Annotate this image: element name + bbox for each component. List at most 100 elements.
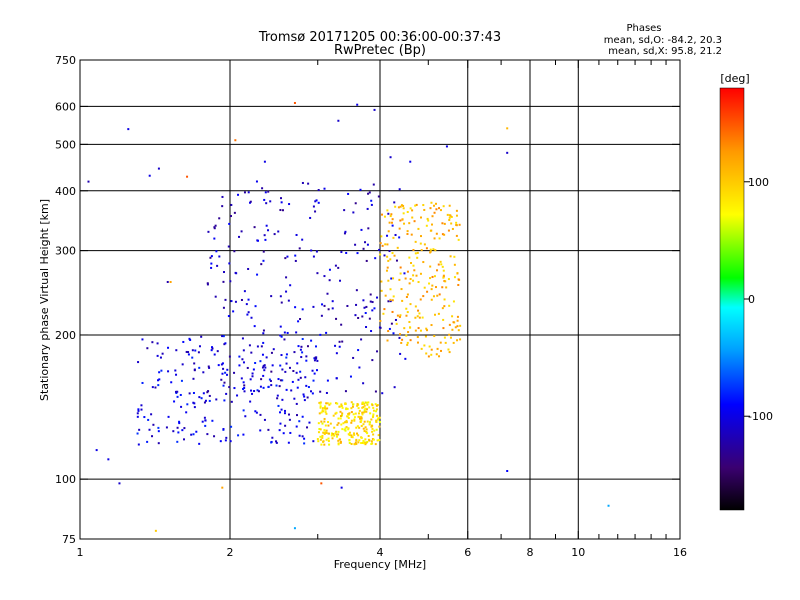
data-point	[389, 156, 392, 159]
data-point	[372, 438, 375, 441]
data-point	[448, 218, 451, 221]
y-tick-label: 600	[55, 100, 76, 113]
data-point	[224, 371, 227, 374]
data-point	[337, 442, 340, 445]
y-axis-label: Stationary phase Virtual Height [km]	[38, 199, 51, 401]
data-point	[250, 389, 253, 392]
data-point	[192, 391, 195, 394]
data-point	[160, 369, 163, 372]
data-point	[360, 338, 363, 341]
x-tick-label: 1	[77, 546, 84, 559]
data-point	[186, 403, 189, 406]
data-point	[346, 415, 349, 418]
data-point	[225, 436, 228, 439]
x-tick-label: 6	[464, 546, 471, 559]
data-point	[364, 426, 367, 429]
data-point	[431, 284, 434, 287]
data-point	[221, 486, 224, 489]
data-point	[283, 409, 286, 412]
data-point	[404, 277, 407, 280]
data-point	[334, 264, 337, 267]
data-point	[340, 486, 343, 489]
data-point	[225, 392, 228, 395]
data-point	[399, 314, 402, 317]
x-tick-label: 4	[377, 546, 384, 559]
data-point	[409, 207, 412, 210]
data-point	[300, 356, 303, 359]
data-point	[387, 279, 390, 282]
data-point	[276, 394, 279, 397]
data-point	[156, 342, 159, 345]
data-point	[222, 280, 225, 283]
data-point	[425, 327, 428, 330]
data-point	[247, 298, 250, 301]
data-point	[311, 392, 314, 395]
data-point	[441, 222, 444, 225]
data-point	[401, 338, 404, 341]
data-point	[394, 318, 397, 321]
data-point	[249, 378, 252, 381]
data-point	[443, 336, 446, 339]
data-point	[380, 280, 383, 283]
data-point	[283, 331, 286, 334]
data-point	[344, 230, 347, 233]
data-point	[392, 295, 395, 298]
data-point	[146, 347, 149, 350]
data-point	[87, 180, 90, 183]
data-point	[233, 211, 236, 214]
data-point	[301, 435, 304, 438]
data-point	[396, 246, 399, 249]
data-point	[434, 313, 437, 316]
data-point	[216, 350, 219, 353]
data-point	[202, 371, 205, 374]
data-point	[388, 221, 391, 224]
data-point	[192, 433, 195, 436]
data-point	[183, 438, 186, 441]
data-point	[420, 249, 423, 252]
data-point	[370, 199, 373, 202]
data-point	[414, 204, 417, 207]
data-point	[436, 294, 439, 297]
data-point	[422, 204, 425, 207]
data-point	[360, 442, 363, 445]
data-point	[390, 221, 393, 224]
data-point	[254, 362, 257, 365]
data-point	[279, 325, 282, 328]
data-point	[220, 378, 223, 381]
data-point	[213, 353, 216, 356]
data-point	[406, 343, 409, 346]
data-point	[357, 415, 360, 418]
data-point	[321, 436, 324, 439]
data-point	[431, 215, 434, 218]
data-point	[422, 295, 425, 298]
data-point	[95, 449, 98, 452]
data-point	[451, 227, 454, 230]
data-point	[264, 366, 267, 369]
data-point	[357, 412, 360, 415]
stats-line-x: mean, sd,X: 95.8, 21.2	[608, 46, 722, 57]
data-point	[295, 425, 298, 428]
data-point	[335, 352, 338, 355]
data-point	[292, 370, 295, 373]
data-point	[242, 387, 245, 390]
data-point	[335, 433, 338, 436]
data-point	[347, 416, 350, 419]
data-point	[233, 387, 236, 390]
data-point	[170, 381, 173, 384]
x-tick-label: 16	[673, 546, 687, 559]
data-point	[344, 429, 347, 432]
data-point	[325, 438, 328, 441]
data-point	[175, 349, 178, 352]
data-point	[323, 304, 326, 307]
data-point	[377, 417, 380, 420]
data-point	[243, 386, 246, 389]
data-point	[363, 306, 366, 309]
data-point	[193, 362, 196, 365]
data-point	[319, 406, 322, 409]
data-point	[269, 379, 272, 382]
data-point	[385, 269, 388, 272]
data-point	[141, 381, 144, 384]
data-point	[361, 401, 364, 404]
data-point	[363, 404, 366, 407]
data-point	[282, 432, 285, 435]
